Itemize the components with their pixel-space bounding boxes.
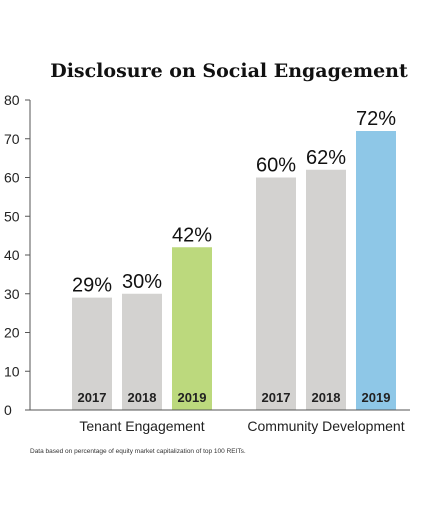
y-tick-label: 10 <box>4 363 20 379</box>
y-axis: 0 10 20 30 40 50 60 70 80 <box>4 92 31 418</box>
y-tick-label: 20 <box>4 325 20 341</box>
data-label: 62% <box>306 147 346 169</box>
bar <box>172 247 212 410</box>
year-label: 2018 <box>128 390 157 405</box>
data-label: 29% <box>72 275 112 297</box>
data-label: 60% <box>256 155 296 177</box>
y-tick-label: 0 <box>4 402 12 418</box>
x-axis: Tenant Engagement Community Development <box>30 409 410 434</box>
category-label: Tenant Engagement <box>79 418 204 434</box>
footnote: Data based on percentage of equity marke… <box>30 448 246 455</box>
bars: 29% 2017 30% 2018 42% 2019 60% 2017 62% 2018 72% 20… <box>72 108 396 410</box>
y-tick-label: 30 <box>4 286 20 302</box>
year-label: 2019 <box>178 390 207 405</box>
y-tick-label: 70 <box>4 131 20 147</box>
y-tick-label: 50 <box>4 208 20 224</box>
year-label: 2018 <box>312 390 341 405</box>
bar <box>122 293 162 410</box>
y-tick-label: 40 <box>4 247 20 263</box>
y-tick-label: 60 <box>4 170 20 186</box>
bar <box>306 169 346 410</box>
bar <box>72 297 112 410</box>
y-tick-label: 80 <box>4 92 20 108</box>
year-label: 2017 <box>262 390 291 405</box>
bar <box>256 177 296 410</box>
data-label: 72% <box>356 108 396 130</box>
category-label: Community Development <box>247 418 404 434</box>
data-label: 42% <box>172 224 212 246</box>
year-label: 2017 <box>78 390 107 405</box>
chart-title: Disclosure on Social Engagement <box>50 60 408 82</box>
year-label: 2019 <box>362 390 391 405</box>
bar <box>356 131 396 410</box>
data-label: 30% <box>122 271 162 293</box>
